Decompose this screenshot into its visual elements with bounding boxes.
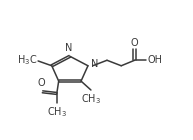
Text: CH$_3$: CH$_3$ bbox=[81, 93, 101, 106]
Text: O: O bbox=[37, 78, 45, 88]
Text: O: O bbox=[131, 38, 138, 48]
Text: H$_3$C: H$_3$C bbox=[17, 53, 37, 67]
Text: N: N bbox=[65, 43, 73, 53]
Text: CH$_3$: CH$_3$ bbox=[47, 106, 67, 119]
Text: OH: OH bbox=[147, 55, 162, 65]
Text: N: N bbox=[91, 59, 99, 69]
